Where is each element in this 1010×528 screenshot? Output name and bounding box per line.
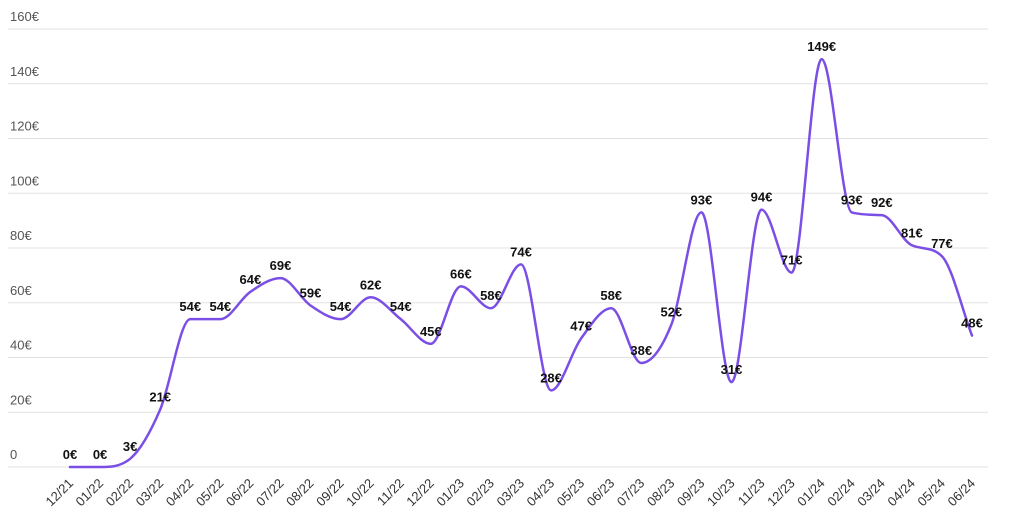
x-tick-label: 12/23 (764, 476, 798, 510)
y-axis-tick-labels: 0 20€ 40€ 60€ 80€ 100€ 120€ 140€ 160€ (10, 9, 40, 462)
data-label: 54€ (209, 299, 231, 314)
data-label: 54€ (390, 299, 412, 314)
data-label: 47€ (570, 318, 592, 333)
x-tick-label: 12/21 (43, 476, 77, 510)
data-label: 69€ (270, 258, 292, 273)
x-tick-label: 05/23 (554, 476, 588, 510)
x-tick-label: 02/23 (463, 476, 497, 510)
x-tick-label: 02/24 (824, 476, 858, 510)
y-tick-label: 0 (10, 447, 17, 462)
data-label: 59€ (300, 285, 322, 300)
x-tick-label: 05/24 (914, 476, 948, 510)
data-label: 71€ (781, 253, 803, 268)
x-tick-label: 03/24 (854, 476, 888, 510)
data-label: 54€ (330, 299, 352, 314)
data-label: 58€ (600, 288, 622, 303)
x-tick-label: 03/22 (133, 476, 167, 510)
data-label: 94€ (751, 190, 773, 205)
x-tick-label: 01/24 (794, 476, 828, 510)
x-tick-label: 06/22 (223, 476, 257, 510)
y-tick-label: 80€ (10, 228, 32, 243)
data-label: 74€ (510, 244, 532, 259)
data-label: 93€ (691, 192, 713, 207)
x-tick-label: 10/22 (343, 476, 377, 510)
data-label: 149€ (807, 39, 836, 54)
data-labels: 0€ 0€ 3€ 21€ 54€ 54€ 64€ 69€ 59€ 54€ 62€ 54€ 45€ 66€ 5… (63, 39, 983, 462)
data-label: 52€ (660, 305, 682, 320)
x-tick-label: 01/22 (73, 476, 107, 510)
series-line (68, 57, 974, 469)
data-label: 64€ (240, 272, 262, 287)
data-label: 45€ (420, 324, 442, 339)
y-tick-label: 140€ (10, 64, 40, 79)
data-label: 81€ (901, 225, 923, 240)
data-label: 21€ (149, 390, 171, 405)
x-tick-label: 04/24 (884, 476, 918, 510)
x-tick-label: 09/23 (674, 476, 708, 510)
x-tick-label: 08/22 (283, 476, 317, 510)
y-tick-label: 120€ (10, 119, 40, 134)
x-tick-label: 04/22 (163, 476, 197, 510)
data-label: 92€ (871, 195, 893, 210)
y-tick-label: 160€ (10, 9, 40, 24)
x-tick-label: 03/23 (494, 476, 528, 510)
data-label: 62€ (360, 277, 382, 292)
x-tick-label: 07/22 (253, 476, 287, 510)
data-label: 58€ (480, 288, 502, 303)
data-label: 3€ (123, 439, 137, 454)
y-tick-label: 100€ (10, 173, 40, 188)
grid-lines (8, 28, 988, 468)
data-label: 31€ (721, 362, 743, 377)
x-tick-label: 11/23 (735, 476, 768, 509)
x-tick-label: 01/23 (433, 476, 467, 510)
x-tick-label: 08/23 (644, 476, 678, 510)
x-tick-label: 04/23 (524, 476, 558, 510)
y-tick-label: 40€ (10, 338, 32, 353)
data-label: 0€ (63, 447, 77, 462)
x-tick-label: 06/23 (584, 476, 618, 510)
data-label: 93€ (841, 192, 863, 207)
data-label: 38€ (630, 343, 652, 358)
data-label: 77€ (931, 236, 953, 251)
x-tick-label: 12/22 (403, 476, 437, 510)
data-label: 54€ (179, 299, 201, 314)
x-tick-label: 11/22 (374, 476, 407, 509)
x-tick-label: 02/22 (103, 476, 137, 510)
x-tick-label: 07/23 (614, 476, 648, 510)
y-tick-label: 60€ (10, 283, 32, 298)
data-label: 0€ (93, 447, 107, 462)
x-tick-label: 09/22 (313, 476, 347, 510)
x-axis-tick-labels: 12/2101/2202/2203/2204/2205/2206/2207/22… (43, 476, 979, 510)
x-tick-label: 06/24 (945, 476, 979, 510)
data-label: 28€ (540, 370, 562, 385)
x-tick-label: 05/22 (193, 476, 227, 510)
data-label: 66€ (450, 266, 472, 281)
x-tick-label: 10/23 (704, 476, 738, 510)
y-tick-label: 20€ (10, 392, 32, 407)
data-label: 48€ (961, 316, 983, 331)
